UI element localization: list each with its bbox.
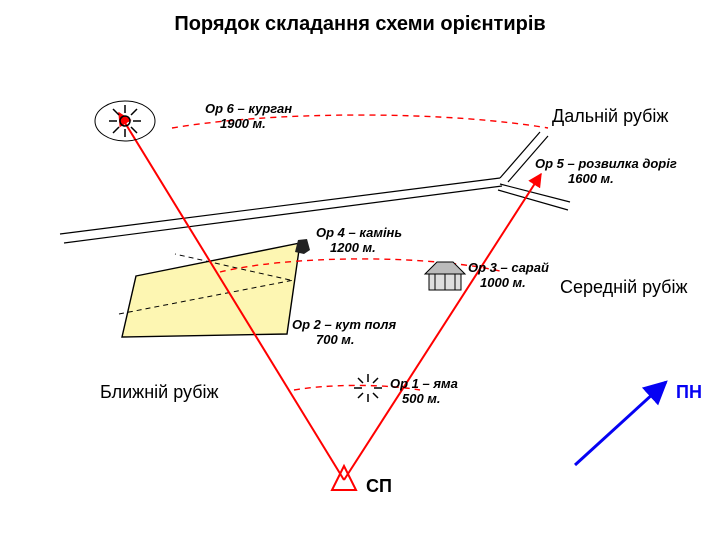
or1-head: Ор 1 – яма [390, 376, 458, 391]
or2-head: Ор 2 – кут поля [292, 317, 396, 332]
origin-sp: СП [332, 466, 392, 496]
label-middle: Середній рубіж [560, 277, 688, 297]
or3-head: Ор 3 – сарай [468, 260, 549, 275]
sp-label: СП [366, 476, 392, 496]
or1-pit-icon [354, 374, 382, 402]
north-arrow: ПН [575, 382, 702, 465]
or3-sub: 1000 м. [480, 275, 526, 290]
or5-head: Ор 5 – розвилка доріг [535, 156, 677, 171]
field-polygon [122, 243, 300, 337]
roads [60, 132, 570, 243]
or4-stone-icon [295, 239, 310, 254]
or2-sub: 700 м. [316, 332, 355, 347]
or5-sub: 1600 м. [568, 171, 614, 186]
or4-head: Ор 4 – камінь [316, 225, 402, 240]
label-near: Ближній рубіж [100, 382, 219, 402]
north-label: ПН [676, 382, 702, 402]
or1-sub: 500 м. [402, 391, 441, 406]
diagram-title: Порядок складання схеми орієнтирів [174, 13, 545, 35]
or3-barn-icon [425, 262, 465, 290]
label-far: Дальній рубіж [552, 106, 668, 126]
or6-sub: 1900 м. [220, 116, 266, 131]
or6-head: Ор 6 – курган [205, 101, 292, 116]
or4-sub: 1200 м. [330, 240, 376, 255]
landmark-scheme-diagram: Порядок складання схеми орієнтирів СП [0, 0, 720, 540]
